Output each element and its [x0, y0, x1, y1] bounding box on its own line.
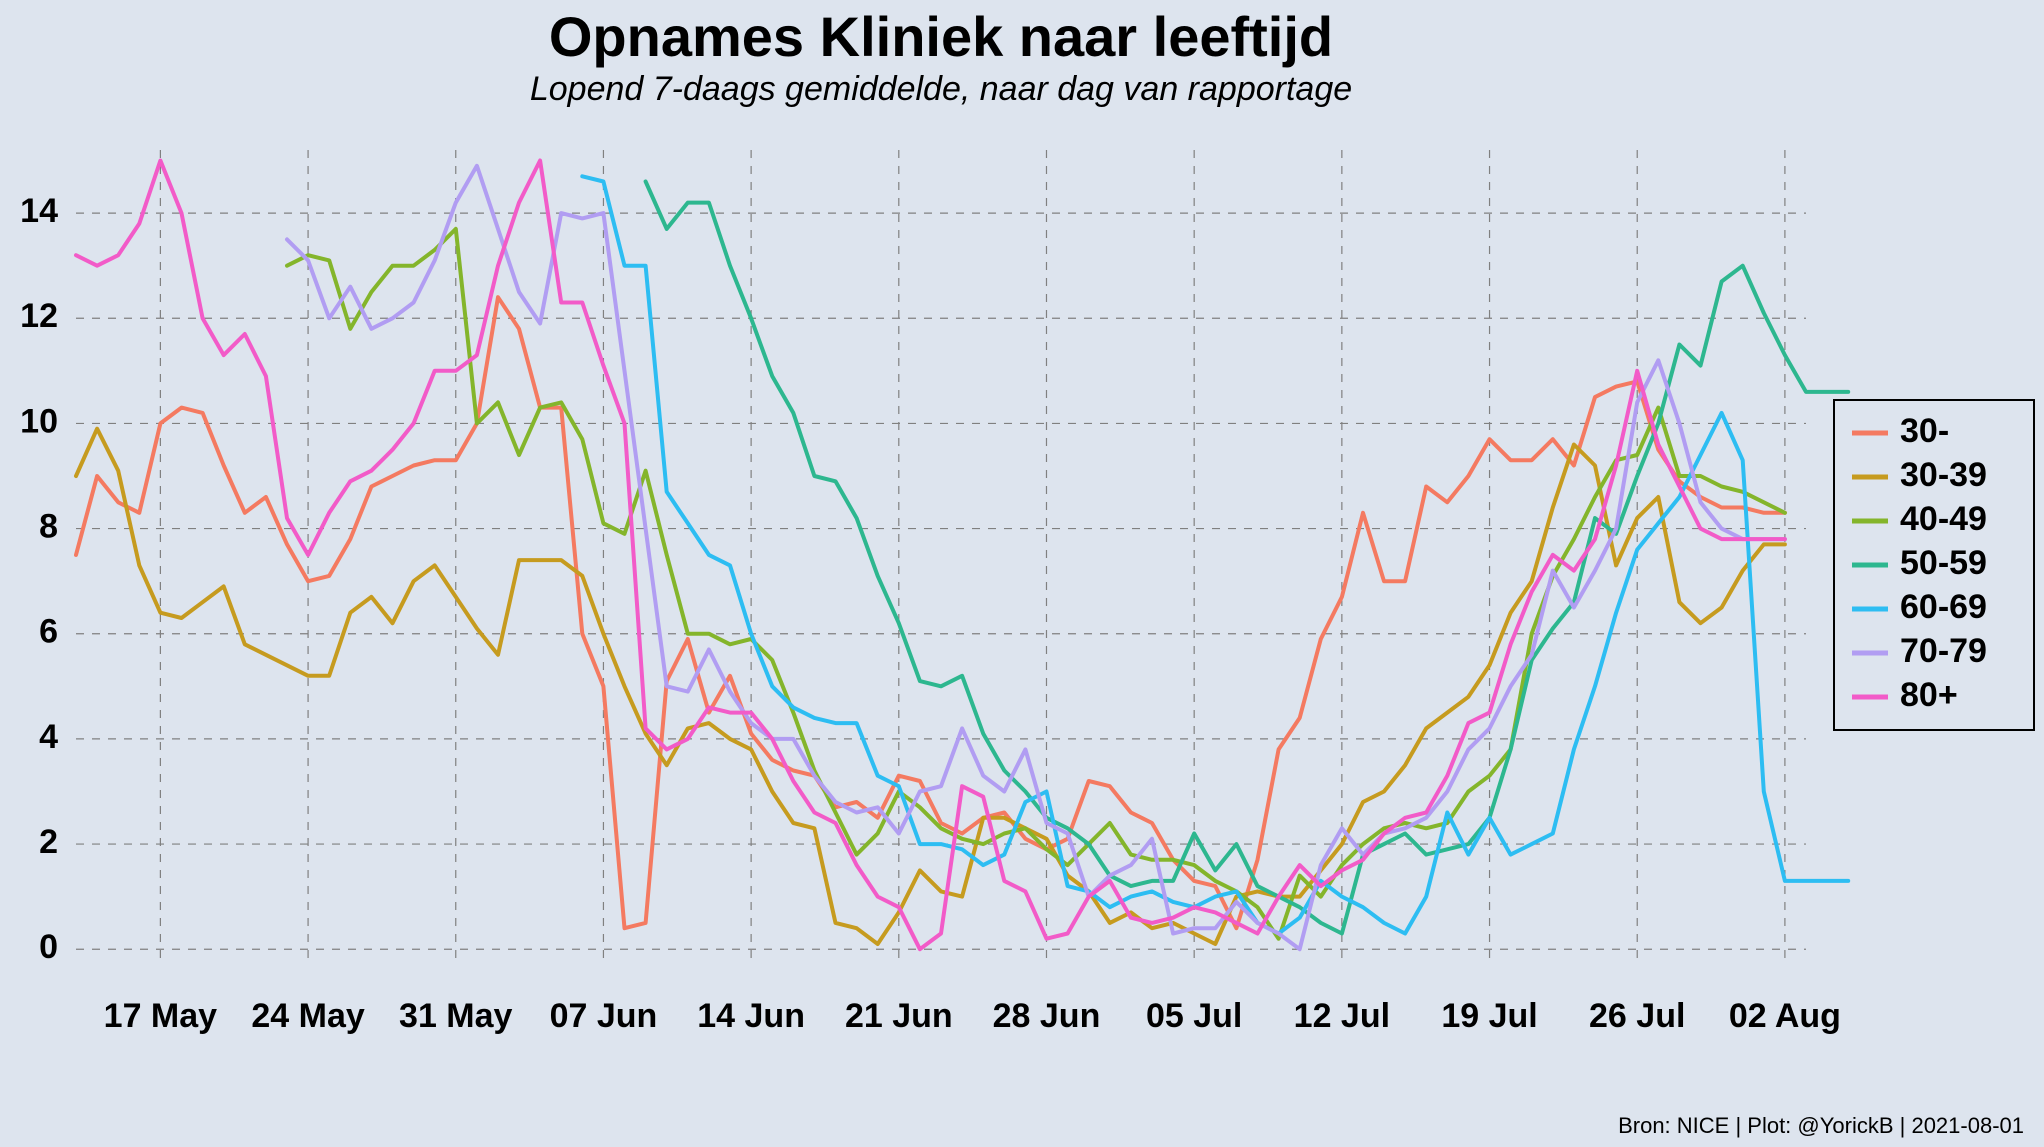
chart-subtitle: Lopend 7-daags gemiddelde, naar dag van …	[530, 70, 1352, 108]
legend-label: 30-39	[1900, 456, 1987, 494]
y-tick-label: 6	[39, 613, 58, 651]
y-tick-label: 8	[39, 508, 58, 546]
legend-label: 50-59	[1900, 544, 1987, 582]
legend-label: 60-69	[1900, 588, 1987, 626]
x-tick-label: 07 Jun	[550, 997, 658, 1035]
x-tick-label: 31 May	[399, 997, 512, 1035]
x-tick-label: 24 May	[251, 997, 364, 1035]
x-tick-label: 28 Jun	[993, 997, 1101, 1035]
legend-label: 40-49	[1900, 500, 1987, 538]
y-tick-label: 2	[39, 823, 58, 861]
x-tick-label: 12 Jul	[1294, 997, 1390, 1035]
y-tick-label: 12	[20, 297, 58, 335]
x-tick-label: 14 Jun	[697, 997, 805, 1035]
chart-attribution: Bron: NICE | Plot: @YorickB | 2021-08-01	[1618, 1113, 2024, 1138]
legend: 30- 30-39 40-49 50-59 60-69 70-79 80+	[1834, 400, 2034, 730]
chart-title: Opnames Kliniek naar leeftijd	[549, 5, 1333, 68]
legend-label: 30-	[1900, 412, 1949, 450]
y-tick-label: 4	[39, 718, 58, 756]
y-tick-label: 0	[39, 928, 58, 966]
x-tick-label: 05 Jul	[1146, 997, 1242, 1035]
x-tick-label: 02 Aug	[1729, 997, 1841, 1035]
x-tick-label: 19 Jul	[1441, 997, 1537, 1035]
chart-background	[0, 0, 2044, 1147]
x-tick-label: 26 Jul	[1589, 997, 1685, 1035]
x-tick-label: 21 Jun	[845, 997, 953, 1035]
x-tick-label: 17 May	[104, 997, 217, 1035]
legend-label: 80+	[1900, 676, 1958, 714]
y-tick-label: 10	[20, 402, 58, 440]
y-tick-label: 14	[20, 192, 58, 230]
legend-label: 70-79	[1900, 632, 1987, 670]
